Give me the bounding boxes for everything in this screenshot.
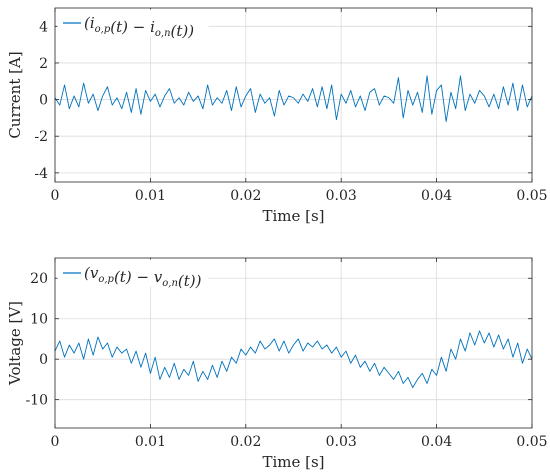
current-legend-box xyxy=(57,9,209,37)
current-y-tick-label: -4 xyxy=(34,166,48,182)
voltage-y-tick-label: -10 xyxy=(25,393,48,409)
voltage-legend-legend-main: (v xyxy=(84,264,99,282)
voltage-plot-frame xyxy=(54,257,533,429)
current-legend-legend-main: (i xyxy=(84,14,95,32)
voltage-x-tick-label: 0 xyxy=(51,434,60,450)
current-legend-label: (io,p(t) − io,n(t)) xyxy=(84,14,194,40)
current-x-tick-label: 0.01 xyxy=(135,188,166,204)
voltage-series-line xyxy=(54,330,533,388)
voltage-y-tick-label: 0 xyxy=(39,352,48,368)
voltage-y-tick-label: 20 xyxy=(30,271,48,287)
current-y-axis-label: Current [A] xyxy=(6,51,24,138)
voltage-x-axis-label: Time [s] xyxy=(262,453,324,471)
current-x-tick-label: 0.04 xyxy=(421,188,452,204)
voltage-x-tick-label: 0.03 xyxy=(326,434,357,450)
current-chart-panel: 0 0.01 0.02 0.03 0.04 0.05 -4 -2 0 2 4 Time [s] Curr… xyxy=(6,7,548,225)
current-y-tick-label: 0 xyxy=(39,93,48,109)
voltage-legend-box xyxy=(57,259,209,287)
current-series-line xyxy=(54,75,533,123)
voltage-y-tick-label: 10 xyxy=(30,312,48,328)
voltage-x-tick-label: 0.05 xyxy=(516,434,547,450)
current-x-tick-label: 0.05 xyxy=(516,188,547,204)
voltage-legend-label: (vo,p(t) − vo,n(t)) xyxy=(84,264,202,290)
voltage-legend-legend-sub1: o,p xyxy=(98,274,114,285)
current-plot-frame xyxy=(54,7,533,183)
voltage-x-tick-label: 0.02 xyxy=(230,434,261,450)
current-legend-legend-sub2: o,n xyxy=(155,28,171,39)
voltage-x-tick-label: 0.04 xyxy=(421,434,452,450)
current-x-tick-label: 0.03 xyxy=(326,188,357,204)
current-x-tick-label: 0 xyxy=(51,188,60,204)
current-x-tick-label: 0.02 xyxy=(230,188,261,204)
current-legend-legend-mid: (t) − i xyxy=(110,18,155,36)
current-y-tick-label: -2 xyxy=(34,129,48,145)
voltage-x-tick-label: 0.01 xyxy=(135,434,166,450)
current-legend-legend-sub1: o,p xyxy=(95,24,111,35)
voltage-legend-legend-end: (t)) xyxy=(178,272,202,290)
current-legend-legend-end: (t)) xyxy=(171,22,195,40)
current-y-tick-label: 4 xyxy=(39,19,48,35)
current-x-axis-label: Time [s] xyxy=(262,207,324,225)
voltage-chart-panel: 0 0.01 0.02 0.03 0.04 0.05 -10 0 10 20 Time [s] Vol… xyxy=(6,257,548,471)
voltage-legend-legend-mid: (t) − v xyxy=(114,268,163,286)
voltage-y-axis-label: Voltage [V] xyxy=(6,301,24,386)
current-y-tick-label: 2 xyxy=(39,56,48,72)
voltage-legend-legend-sub2: o,n xyxy=(162,278,178,289)
